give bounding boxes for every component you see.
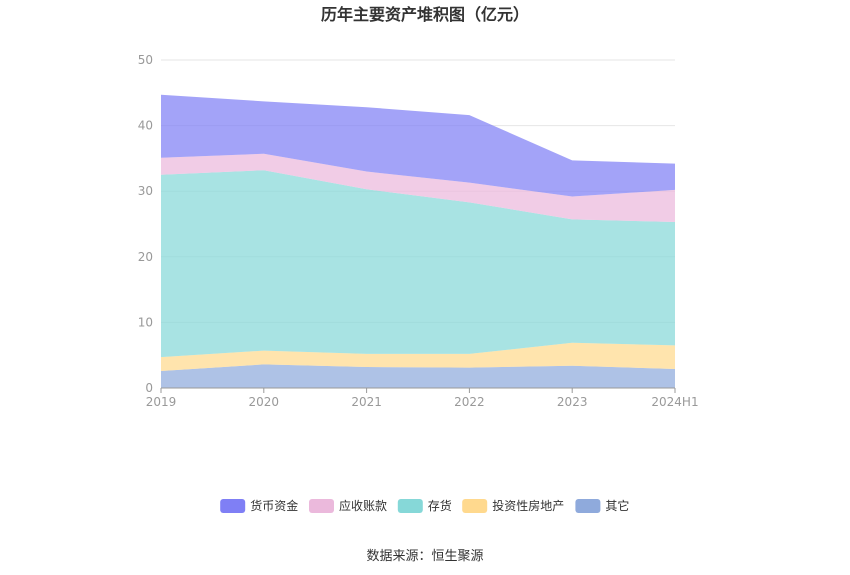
area-应收账款: [161, 153, 675, 223]
x-tick-label: 2023: [557, 395, 588, 409]
legend-swatch: [220, 499, 246, 513]
legend-swatch: [309, 499, 334, 513]
legend-label: 存货: [428, 498, 452, 513]
legend-label: 货币资金: [250, 498, 298, 513]
chart-title: 历年主要资产堆积图（亿元）: [321, 5, 529, 24]
area-货币资金: [161, 94, 675, 197]
area-存货: [161, 170, 675, 358]
legend-swatch: [462, 499, 488, 513]
legend-swatch: [575, 499, 601, 513]
x-tick-label: 2020: [249, 395, 280, 409]
y-tick-label: 50: [138, 53, 153, 67]
legend-label: 应收账款: [339, 498, 387, 513]
y-tick-label: 0: [145, 381, 153, 395]
x-tick-label: 2021: [351, 395, 382, 409]
legend: 货币资金 应收账款 存货 投资性房地产 其它: [220, 498, 629, 513]
x-tick-label: 2022: [454, 395, 485, 409]
legend-swatch: [397, 499, 423, 513]
y-tick-label: 40: [138, 119, 153, 133]
x-tick-label: 2019: [146, 395, 177, 409]
y-tick-label: 10: [138, 315, 153, 329]
area-series: [161, 94, 675, 388]
legend-label: 其它: [605, 498, 629, 513]
data-source: 数据来源：恒生聚源: [366, 549, 483, 564]
legend-label: 投资性房地产: [492, 498, 564, 513]
axes: 0 10 20 30 40 50 2019 2020 2021 2022 2023 2024H1: [138, 53, 699, 409]
y-tick-label: 20: [138, 250, 153, 264]
x-tick-label: 2024H1: [651, 395, 698, 409]
area-其它: [161, 364, 675, 388]
area-投资性房地产: [161, 342, 675, 371]
y-tick-label: 30: [138, 184, 153, 198]
